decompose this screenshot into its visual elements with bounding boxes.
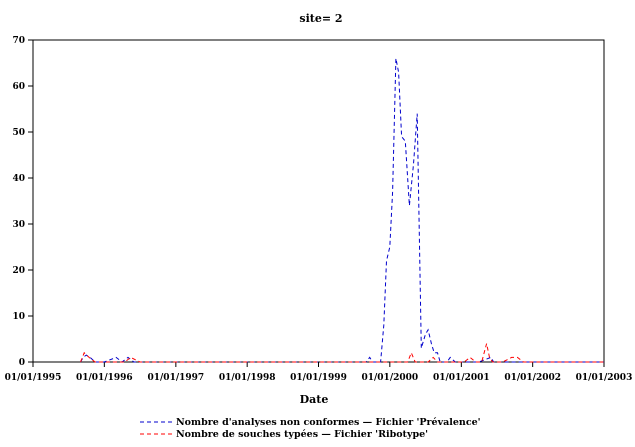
y-tick-label: 40 <box>12 174 25 184</box>
x-tick-label: 01/01/1995 <box>5 373 62 383</box>
plot-frame <box>32 39 605 363</box>
x-tick-label: 01/01/2001 <box>433 373 490 383</box>
y-tick-label: 50 <box>12 128 25 138</box>
y-tick-label: 30 <box>12 220 25 230</box>
legend-entry-2: Nombre de souches typées — Fichier 'Ribo… <box>176 429 428 440</box>
series-layer <box>80 58 604 363</box>
x-axis: 01/01/1995 01/01/1996 01/01/1997 01/01/1998… <box>5 362 633 383</box>
x-tick-label: 01/01/2003 <box>576 373 633 383</box>
y-tick-label: 70 <box>12 36 25 46</box>
x-tick-label: 01/01/1996 <box>76 373 133 383</box>
y-tick-label: 0 <box>19 358 25 368</box>
x-axis-label: Date <box>300 393 329 406</box>
x-tick-label: 01/01/1998 <box>219 373 276 383</box>
series-line-1 <box>80 58 604 363</box>
y-tick-label: 10 <box>12 312 25 322</box>
y-tick-label: 60 <box>12 82 25 92</box>
chart-title: site= 2 <box>299 12 342 25</box>
x-tick-label: 01/01/2002 <box>504 373 561 383</box>
plot-area <box>32 39 605 363</box>
legend-entry-1: Nombre d'analyses non conformes — Fichie… <box>176 417 481 428</box>
legend: Nombre d'analyses non conformes — Fichie… <box>140 417 481 440</box>
x-tick-label: 01/01/1999 <box>290 373 347 383</box>
x-tick-label: 01/01/1997 <box>148 373 205 383</box>
y-tick-label: 20 <box>12 266 25 276</box>
y-axis: 0 10 20 30 40 50 60 70 <box>12 36 33 368</box>
series-line-2 <box>80 343 604 363</box>
x-tick-label: 01/01/2000 <box>361 373 418 383</box>
